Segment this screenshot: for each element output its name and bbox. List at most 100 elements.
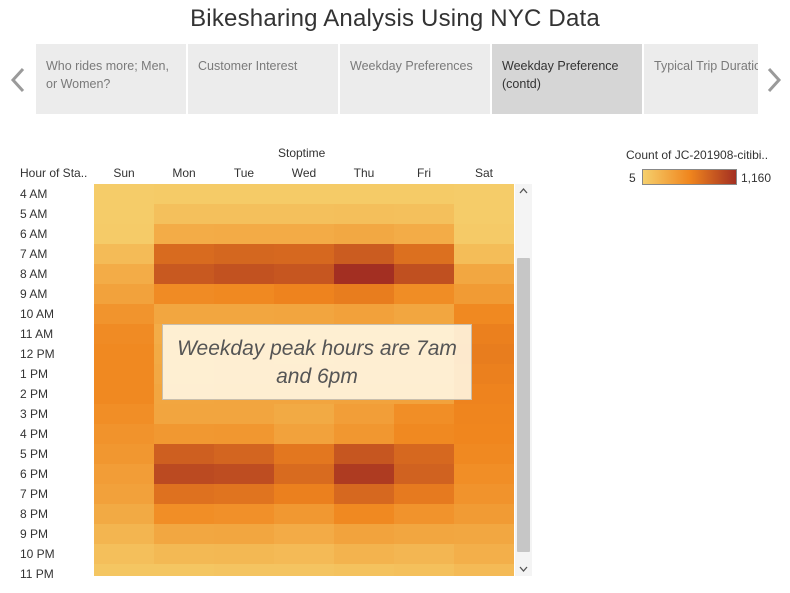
- heatmap-cell[interactable]: [334, 504, 394, 524]
- heatmap-cell[interactable]: [274, 244, 334, 264]
- heatmap-cell[interactable]: [94, 184, 154, 204]
- previous-story-point-button[interactable]: [0, 44, 36, 116]
- heatmap-cell[interactable]: [334, 284, 394, 304]
- heatmap-cell[interactable]: [334, 404, 394, 424]
- heatmap-cell[interactable]: [454, 304, 514, 324]
- heatmap-cell[interactable]: [214, 304, 274, 324]
- heatmap-cell[interactable]: [94, 524, 154, 544]
- heatmap-cell[interactable]: [214, 244, 274, 264]
- heatmap-cell[interactable]: [154, 444, 214, 464]
- heatmap-cell[interactable]: [454, 484, 514, 504]
- heatmap-cell[interactable]: [214, 204, 274, 224]
- heatmap-cell[interactable]: [94, 404, 154, 424]
- heatmap-cell[interactable]: [334, 544, 394, 564]
- heatmap-cell[interactable]: [394, 564, 454, 576]
- vertical-scrollbar[interactable]: [515, 184, 532, 576]
- annotation-callout[interactable]: Weekday peak hours are 7am and 6pm: [162, 324, 472, 400]
- heatmap-cell[interactable]: [274, 284, 334, 304]
- heatmap-cell[interactable]: [154, 224, 214, 244]
- next-story-point-button[interactable]: [758, 44, 790, 116]
- heatmap-cell[interactable]: [154, 504, 214, 524]
- heatmap-cell[interactable]: [94, 424, 154, 444]
- heatmap-cell[interactable]: [154, 204, 214, 224]
- heatmap-cell[interactable]: [274, 524, 334, 544]
- heatmap-cell[interactable]: [214, 484, 274, 504]
- heatmap-cell[interactable]: [214, 524, 274, 544]
- heatmap-cell[interactable]: [154, 564, 214, 576]
- heatmap-cell[interactable]: [274, 444, 334, 464]
- heatmap-cell[interactable]: [454, 444, 514, 464]
- heatmap-cell[interactable]: [154, 464, 214, 484]
- heatmap-cell[interactable]: [214, 424, 274, 444]
- heatmap-cell[interactable]: [94, 264, 154, 284]
- heatmap-cell[interactable]: [454, 544, 514, 564]
- heatmap-cell[interactable]: [94, 344, 154, 364]
- heatmap-cell[interactable]: [274, 264, 334, 284]
- heatmap-cell[interactable]: [394, 184, 454, 204]
- heatmap-cell[interactable]: [94, 284, 154, 304]
- heatmap-cell[interactable]: [154, 544, 214, 564]
- heatmap-cell[interactable]: [214, 224, 274, 244]
- heatmap-cell[interactable]: [274, 484, 334, 504]
- heatmap-cell[interactable]: [94, 204, 154, 224]
- heatmap-cell[interactable]: [94, 544, 154, 564]
- heatmap-cell[interactable]: [274, 504, 334, 524]
- story-tab-weekday-preference-contd[interactable]: Weekday Preference (contd): [492, 44, 642, 114]
- heatmap-cell[interactable]: [394, 484, 454, 504]
- heatmap-cell[interactable]: [274, 184, 334, 204]
- heatmap-cell[interactable]: [394, 264, 454, 284]
- heatmap-cell[interactable]: [94, 244, 154, 264]
- heatmap-cell[interactable]: [274, 304, 334, 324]
- heatmap-cell[interactable]: [154, 404, 214, 424]
- heatmap-cell[interactable]: [214, 404, 274, 424]
- heatmap-cell[interactable]: [394, 544, 454, 564]
- heatmap-cell[interactable]: [154, 484, 214, 504]
- heatmap-cell[interactable]: [394, 304, 454, 324]
- heatmap-cell[interactable]: [94, 504, 154, 524]
- story-tab-weekday-preferences[interactable]: Weekday Preferences: [340, 44, 490, 114]
- heatmap-cell[interactable]: [334, 224, 394, 244]
- heatmap-cell[interactable]: [334, 204, 394, 224]
- heatmap-cell[interactable]: [454, 184, 514, 204]
- heatmap-cell[interactable]: [334, 264, 394, 284]
- heatmap-cell[interactable]: [334, 444, 394, 464]
- heatmap-cell[interactable]: [394, 524, 454, 544]
- heatmap-cell[interactable]: [214, 464, 274, 484]
- heatmap-cell[interactable]: [154, 424, 214, 444]
- scroll-down-button[interactable]: [515, 562, 532, 576]
- heatmap-cell[interactable]: [274, 564, 334, 576]
- row-header-title[interactable]: Hour of Sta..: [20, 166, 88, 180]
- heatmap-cell[interactable]: [394, 204, 454, 224]
- heatmap-cell[interactable]: [214, 544, 274, 564]
- heatmap-cell[interactable]: [154, 284, 214, 304]
- heatmap-cell[interactable]: [394, 504, 454, 524]
- heatmap-cell[interactable]: [154, 304, 214, 324]
- heatmap-cell[interactable]: [94, 564, 154, 576]
- heatmap-cell[interactable]: [334, 564, 394, 576]
- heatmap-cell[interactable]: [454, 244, 514, 264]
- heatmap-cell[interactable]: [454, 264, 514, 284]
- heatmap-cell[interactable]: [334, 184, 394, 204]
- heatmap-cell[interactable]: [394, 404, 454, 424]
- heatmap-cell[interactable]: [334, 464, 394, 484]
- heatmap-cell[interactable]: [214, 504, 274, 524]
- heatmap-cell[interactable]: [394, 224, 454, 244]
- heatmap-cell[interactable]: [214, 184, 274, 204]
- heatmap-cell[interactable]: [454, 404, 514, 424]
- heatmap-cell[interactable]: [394, 464, 454, 484]
- heatmap-cell[interactable]: [394, 444, 454, 464]
- heatmap-cell[interactable]: [94, 444, 154, 464]
- heatmap-cell[interactable]: [334, 524, 394, 544]
- story-tab-customer-interest[interactable]: Customer Interest: [188, 44, 338, 114]
- heatmap-cell[interactable]: [274, 404, 334, 424]
- heatmap-cell[interactable]: [94, 364, 154, 384]
- story-tab-typical-trip-duration[interactable]: Typical Trip Duration: [644, 44, 758, 114]
- heatmap-cell[interactable]: [394, 424, 454, 444]
- scroll-up-button[interactable]: [515, 184, 532, 198]
- heatmap-cell[interactable]: [94, 484, 154, 504]
- heatmap-cell[interactable]: [274, 544, 334, 564]
- heatmap-cell[interactable]: [214, 284, 274, 304]
- heatmap-cell[interactable]: [154, 524, 214, 544]
- heatmap-cell[interactable]: [274, 464, 334, 484]
- heatmap-cell[interactable]: [394, 284, 454, 304]
